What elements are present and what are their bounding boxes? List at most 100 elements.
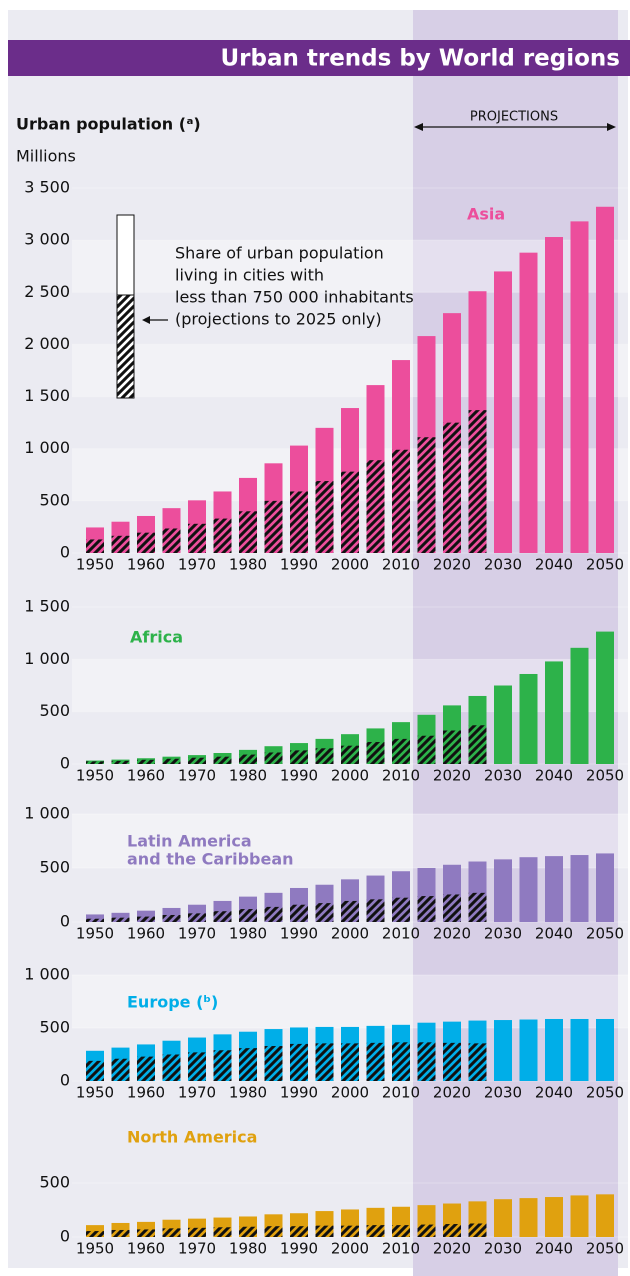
x-tick-label: 2020 xyxy=(433,1084,471,1102)
x-tick-label: 2030 xyxy=(484,556,522,574)
x-tick-label: 1970 xyxy=(178,767,216,785)
x-tick-label: 2000 xyxy=(331,1240,369,1258)
hatched-bar xyxy=(366,460,385,553)
y-tick-label: 1 000 xyxy=(24,438,70,457)
x-tick-label: 2050 xyxy=(586,1240,624,1258)
x-tick-label: 1950 xyxy=(76,1084,114,1102)
x-tick-label: 1950 xyxy=(76,767,114,785)
hatched-bar xyxy=(239,909,257,922)
bar xyxy=(494,859,512,922)
hatched-bar xyxy=(443,422,461,553)
x-tick-label: 1950 xyxy=(76,925,114,943)
x-tick-label: 2040 xyxy=(535,1084,573,1102)
y-tick-label: 500 xyxy=(39,701,70,720)
hatched-bar xyxy=(239,1226,257,1237)
y-tick-label: 500 xyxy=(39,1173,70,1192)
x-tick-label: 2010 xyxy=(382,1084,420,1102)
projections-arrow xyxy=(414,123,616,131)
hatched-bar xyxy=(417,437,436,553)
note-line: Share of urban population xyxy=(175,244,384,263)
hatched-bar xyxy=(290,904,308,922)
x-tick-label: 2000 xyxy=(331,556,369,574)
x-tick-label: 2010 xyxy=(382,767,420,785)
bar xyxy=(570,855,589,922)
y-tick-label: 3 000 xyxy=(24,230,70,249)
hatched-bar xyxy=(111,535,130,553)
band xyxy=(72,975,628,1028)
hatched-bar xyxy=(468,1043,487,1081)
hatched-bar xyxy=(443,894,461,922)
hatched-bar xyxy=(417,896,436,922)
hatched-bar xyxy=(111,917,130,922)
x-tick-label: 2020 xyxy=(433,1240,471,1258)
y-tick-label: 500 xyxy=(39,858,70,877)
unit: Millions xyxy=(16,147,76,166)
hatched-bar xyxy=(111,1058,130,1081)
bar xyxy=(570,647,589,764)
x-tick-label: 1990 xyxy=(280,925,318,943)
x-tick-label: 2040 xyxy=(535,1240,573,1258)
note-line: living in cities with xyxy=(175,266,324,285)
hatched-bar xyxy=(315,1225,334,1237)
x-tick-label: 2030 xyxy=(484,767,522,785)
hatched-bar xyxy=(417,735,436,764)
hatched-bar xyxy=(392,449,410,553)
x-tick-label: 2030 xyxy=(484,925,522,943)
x-tick-label: 2030 xyxy=(484,1240,522,1258)
x-tick-label: 1990 xyxy=(280,1240,318,1258)
hatched-bar xyxy=(213,518,232,553)
x-tick-label: 1960 xyxy=(127,1240,165,1258)
x-tick-label: 1960 xyxy=(127,767,165,785)
region-label: Europe (ᵇ) xyxy=(127,993,218,1012)
x-tick-label: 1950 xyxy=(76,1240,114,1258)
x-tick-label: 1990 xyxy=(280,767,318,785)
x-tick-label: 2040 xyxy=(535,556,573,574)
x-tick-label: 1980 xyxy=(229,1084,267,1102)
bar xyxy=(596,1018,614,1081)
hatched-bar xyxy=(86,918,104,922)
bar xyxy=(519,673,538,764)
hatched-bar xyxy=(264,752,283,764)
x-tick-label: 2030 xyxy=(484,1084,522,1102)
hatched-bar xyxy=(111,1229,130,1237)
hatched-bar xyxy=(188,1052,206,1081)
hatched-bar xyxy=(417,1042,436,1081)
region-label: and the Caribbean xyxy=(127,850,294,869)
region-label: Latin America xyxy=(127,832,252,851)
hatched-bar xyxy=(392,738,410,764)
bar xyxy=(596,853,614,922)
hatched-bar xyxy=(290,1043,308,1081)
y-tick-label: 0 xyxy=(60,754,70,773)
hatched-bar xyxy=(137,759,155,764)
hatched-bar xyxy=(162,1054,181,1081)
hatched-bar xyxy=(188,757,206,764)
x-tick-label: 2040 xyxy=(535,925,573,943)
hatched-bar xyxy=(290,750,308,764)
x-tick-label: 2040 xyxy=(535,767,573,785)
hatched-bar xyxy=(213,756,232,764)
hatched-bar xyxy=(213,1227,232,1237)
bar xyxy=(545,1018,563,1081)
hatched-bar xyxy=(162,1228,181,1237)
hatched-bar xyxy=(341,1225,359,1237)
hatched-bar xyxy=(162,914,181,922)
x-tick-label: 1960 xyxy=(127,925,165,943)
y-tick-label: 0 xyxy=(60,1227,70,1246)
region-label: North America xyxy=(127,1128,257,1147)
x-tick-label: 1990 xyxy=(280,556,318,574)
hatched-bar xyxy=(366,1042,385,1081)
x-tick-label: 1980 xyxy=(229,1240,267,1258)
x-tick-label: 1990 xyxy=(280,1084,318,1102)
x-tick-label: 2050 xyxy=(586,767,624,785)
hatched-bar xyxy=(264,1226,283,1237)
bar xyxy=(519,857,538,922)
y-tick-label: 1 000 xyxy=(24,965,70,984)
hatched-bar xyxy=(366,899,385,922)
hatched-bar xyxy=(443,1224,461,1237)
hatched-bar xyxy=(162,758,181,764)
hatched-bar xyxy=(264,500,283,553)
bar xyxy=(545,661,563,764)
x-tick-label: 1970 xyxy=(178,1084,216,1102)
hatched-bar xyxy=(366,1225,385,1237)
